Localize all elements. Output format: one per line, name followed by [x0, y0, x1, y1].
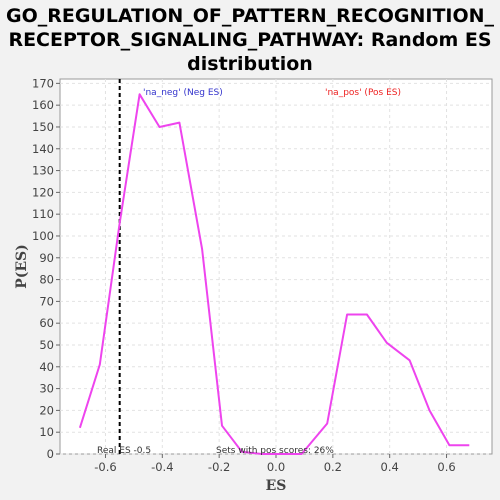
grid-lines: [60, 79, 492, 455]
y-tick-label: 160: [32, 98, 54, 112]
title-line-2: RECEPTOR_SIGNALING_PATHWAY: Random ES: [8, 29, 491, 51]
y-tick-label: 80: [39, 273, 54, 287]
x-tick-label: 0.4: [381, 460, 399, 474]
pos-legend-label: 'na_pos' (Pos ES): [325, 88, 401, 98]
y-tick-label: 150: [32, 120, 54, 134]
x-tick-label: 0.6: [437, 460, 455, 474]
y-tick-label: 170: [32, 76, 54, 90]
x-tick-label: 0.2: [324, 460, 342, 474]
x-tick-label: -0.6: [94, 460, 116, 474]
x-axis-label: ES: [266, 478, 287, 494]
x-tick-label: -0.4: [151, 460, 173, 474]
y-axis-ticks: 0 10 20 30 40 50 60 70 80 90 100 110 120 130 140 150 160…: [32, 76, 60, 461]
y-tick-label: 100: [32, 229, 54, 243]
y-tick-label: 140: [32, 142, 54, 156]
y-axis-label: P(ES): [14, 244, 30, 289]
y-tick-label: 0: [47, 447, 54, 461]
chart-title: GO_REGULATION_OF_PATTERN_RECOGNITION_REC…: [6, 5, 495, 75]
y-tick-label: 50: [39, 338, 54, 352]
y-tick-label: 70: [39, 294, 54, 308]
title-line-3: distribution: [187, 53, 313, 75]
y-tick-label: 30: [39, 382, 54, 396]
series-line: [78, 93, 470, 455]
y-tick-label: 10: [39, 425, 54, 439]
pos-scores-label: Sets with pos scores: 26%: [216, 446, 334, 456]
x-tick-label: -0.2: [208, 460, 230, 474]
y-tick-label: 40: [39, 360, 54, 374]
x-axis-ticks: -0.6 -0.4 -0.2 0.0 0.2 0.4 0.6: [94, 454, 456, 474]
y-tick-label: 120: [32, 185, 54, 199]
y-tick-label: 130: [32, 164, 54, 178]
x-tick-label: 0.0: [267, 460, 285, 474]
real-es-label: Real ES -0.5: [97, 446, 151, 456]
y-tick-label: 90: [39, 251, 54, 265]
neg-legend-label: 'na_neg' (Neg ES): [143, 88, 223, 98]
title-line-1: GO_REGULATION_OF_PATTERN_RECOGNITION_: [6, 5, 495, 27]
y-tick-label: 60: [39, 316, 54, 330]
y-tick-label: 20: [39, 403, 54, 417]
y-tick-label: 110: [32, 207, 54, 221]
